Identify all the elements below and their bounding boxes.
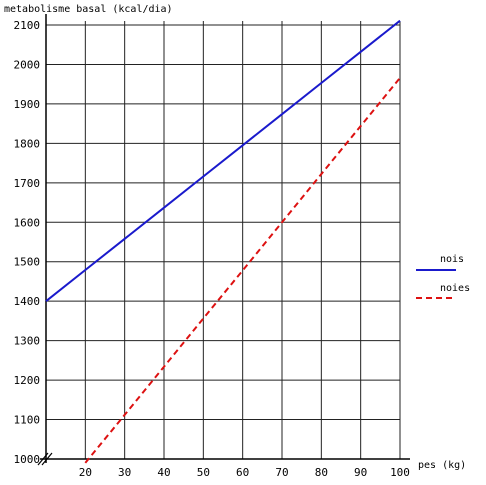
y-tick-label-1100: 1100 <box>14 414 41 427</box>
y-tick-label-1600: 1600 <box>14 216 41 229</box>
grid-lines <box>46 21 401 460</box>
x-tick-label-80: 80 <box>315 466 328 479</box>
legend: nois noies <box>416 254 470 299</box>
y-tick-label-1800: 1800 <box>14 137 41 150</box>
series-line-noies <box>84 77 401 464</box>
y-tick-label-2000: 2000 <box>14 58 41 71</box>
x-tick-label-90: 90 <box>354 466 367 479</box>
x-tick-label-40: 40 <box>157 466 170 479</box>
x-tick-label-50: 50 <box>197 466 210 479</box>
tick-labels: 1000 1100 1200 1300 1400 1500 1600 1700 1800 1900… <box>14 19 410 479</box>
x-axis-title: pes (kg) <box>418 460 466 471</box>
axis-break-mark <box>41 452 53 466</box>
y-axis-title: metabolisme basal (kcal/dia) <box>4 4 173 15</box>
y-tick-label-1500: 1500 <box>14 256 41 269</box>
x-tick-label-60: 60 <box>236 466 249 479</box>
y-tick-label-1400: 1400 <box>14 295 41 308</box>
axes <box>37 14 410 466</box>
series-line-nois <box>45 19 401 302</box>
x-tick-label-30: 30 <box>118 466 131 479</box>
y-tick-label-1700: 1700 <box>14 177 41 190</box>
y-tick-label-1300: 1300 <box>14 335 41 348</box>
legend-label-noies: noies <box>440 283 470 294</box>
y-tick-label-2100: 2100 <box>14 19 41 32</box>
x-tick-label-70: 70 <box>275 466 288 479</box>
y-tick-label-1900: 1900 <box>14 98 41 111</box>
x-tick-label-100: 100 <box>390 466 410 479</box>
axis-break-mark <box>37 452 49 466</box>
legend-label-nois: nois <box>440 254 464 265</box>
series-lines <box>45 19 401 464</box>
y-tick-label-1000: 1000 <box>14 453 41 466</box>
x-tick-label-20: 20 <box>79 466 92 479</box>
y-tick-label-1200: 1200 <box>14 374 41 387</box>
